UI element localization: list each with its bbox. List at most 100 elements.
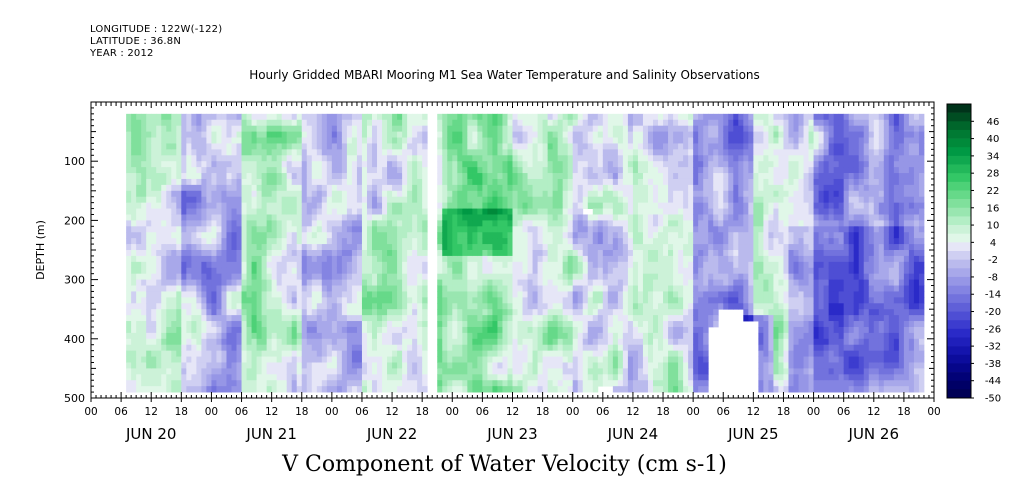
heatmap-cell xyxy=(412,303,418,310)
heatmap-cell xyxy=(261,332,268,340)
heatmap-cell xyxy=(126,125,132,132)
heatmap-cell xyxy=(492,131,498,138)
heatmap-cell xyxy=(582,184,589,192)
heatmap-cell xyxy=(397,285,403,292)
heatmap-cell xyxy=(477,362,483,369)
heatmap-cell xyxy=(336,303,343,310)
heatmap-cell xyxy=(236,220,242,227)
heatmap-cell xyxy=(402,190,408,198)
heatmap-cell xyxy=(627,255,634,263)
heatmap-cell xyxy=(422,279,428,286)
heatmap-cell xyxy=(156,250,162,257)
heatmap-cell xyxy=(201,113,207,121)
heatmap-cell xyxy=(306,350,313,357)
heatmap-cell xyxy=(336,255,343,263)
heatmap-cell xyxy=(637,232,644,239)
heatmap-cell xyxy=(492,297,498,304)
heatmap-cell xyxy=(597,285,604,292)
heatmap-cell xyxy=(452,196,458,204)
heatmap-cell xyxy=(186,374,192,381)
longitude-label: LONGITUDE : 122W(-122) xyxy=(90,24,223,35)
heatmap-cell xyxy=(642,309,649,316)
heatmap-cell xyxy=(647,315,654,322)
heatmap-cell xyxy=(597,250,604,257)
heatmap-cell xyxy=(527,279,533,286)
heatmap-cell xyxy=(497,173,503,180)
heatmap-cell xyxy=(201,285,207,292)
heatmap-cell xyxy=(236,344,242,352)
heatmap-cell xyxy=(196,238,202,245)
heatmap-cell xyxy=(512,291,518,298)
heatmap-cell xyxy=(582,155,589,162)
heatmap-cell xyxy=(186,303,192,310)
heatmap-cell xyxy=(251,208,257,215)
heatmap-cell xyxy=(572,285,579,292)
heatmap-cell xyxy=(291,119,298,127)
heatmap-cell xyxy=(176,149,182,156)
heatmap-cell xyxy=(221,261,227,269)
heatmap-cell xyxy=(663,309,669,316)
heatmap-cell xyxy=(286,273,293,280)
heatmap-cell xyxy=(171,167,177,174)
heatmap-cell xyxy=(171,285,177,292)
heatmap-cell xyxy=(472,202,478,209)
heatmap-cell xyxy=(492,380,498,387)
heatmap-cell xyxy=(311,161,318,168)
heatmap-cell xyxy=(271,350,278,357)
heatmap-cell xyxy=(552,220,559,227)
heatmap-cell xyxy=(467,267,473,275)
heatmap-cell xyxy=(151,380,157,387)
heatmap-cell xyxy=(331,315,338,322)
heatmap-cell xyxy=(477,386,483,393)
heatmap-cell xyxy=(141,214,147,221)
heatmap-cell xyxy=(617,279,624,286)
heatmap-cell xyxy=(246,315,252,322)
heatmap-cell xyxy=(587,338,594,346)
heatmap-cell xyxy=(186,309,192,316)
heatmap-cell xyxy=(346,368,353,375)
heatmap-cell xyxy=(181,291,187,298)
heatmap-cell xyxy=(562,202,569,209)
heatmap-cell xyxy=(622,255,629,263)
heatmap-cell xyxy=(532,297,538,304)
heatmap-cell xyxy=(447,155,453,162)
heatmap-cell xyxy=(331,386,338,393)
heatmap-cell xyxy=(156,291,162,298)
heatmap-cell xyxy=(156,184,162,192)
heatmap-cell xyxy=(146,368,152,375)
heatmap-cell xyxy=(577,255,584,263)
heatmap-cell xyxy=(171,125,177,132)
heatmap-cell xyxy=(532,356,538,363)
heatmap-cell xyxy=(617,368,624,375)
heatmap-cell xyxy=(617,238,624,245)
heatmap-cell xyxy=(502,267,508,275)
heatmap-cell xyxy=(387,267,393,275)
heatmap-cell xyxy=(637,202,644,209)
heatmap-cell xyxy=(211,244,217,251)
heatmap-cell xyxy=(452,338,458,346)
heatmap-cell xyxy=(527,303,533,310)
heatmap-cell xyxy=(522,338,528,346)
heatmap-cell xyxy=(311,332,318,340)
heatmap-cell xyxy=(472,297,478,304)
heatmap-cell xyxy=(577,362,584,369)
heatmap-cell xyxy=(346,232,353,239)
heatmap-cell xyxy=(512,315,518,322)
heatmap-cell xyxy=(351,226,358,233)
heatmap-cell xyxy=(397,315,403,322)
heatmap-cell xyxy=(316,374,323,381)
heatmap-cell xyxy=(246,297,252,304)
heatmap-cell xyxy=(246,155,252,162)
heatmap-cell xyxy=(221,279,227,286)
heatmap-cell xyxy=(372,380,378,387)
heatmap-cell xyxy=(236,232,242,239)
heatmap-cell xyxy=(402,267,408,275)
heatmap-cell xyxy=(547,326,554,334)
heatmap-cell xyxy=(201,178,207,186)
heatmap-cell xyxy=(231,279,237,286)
heatmap-cell xyxy=(497,368,503,375)
heatmap-cell xyxy=(226,226,232,233)
heatmap-cell xyxy=(402,297,408,304)
heatmap-cell xyxy=(246,368,252,375)
heatmap-cell xyxy=(512,226,518,233)
